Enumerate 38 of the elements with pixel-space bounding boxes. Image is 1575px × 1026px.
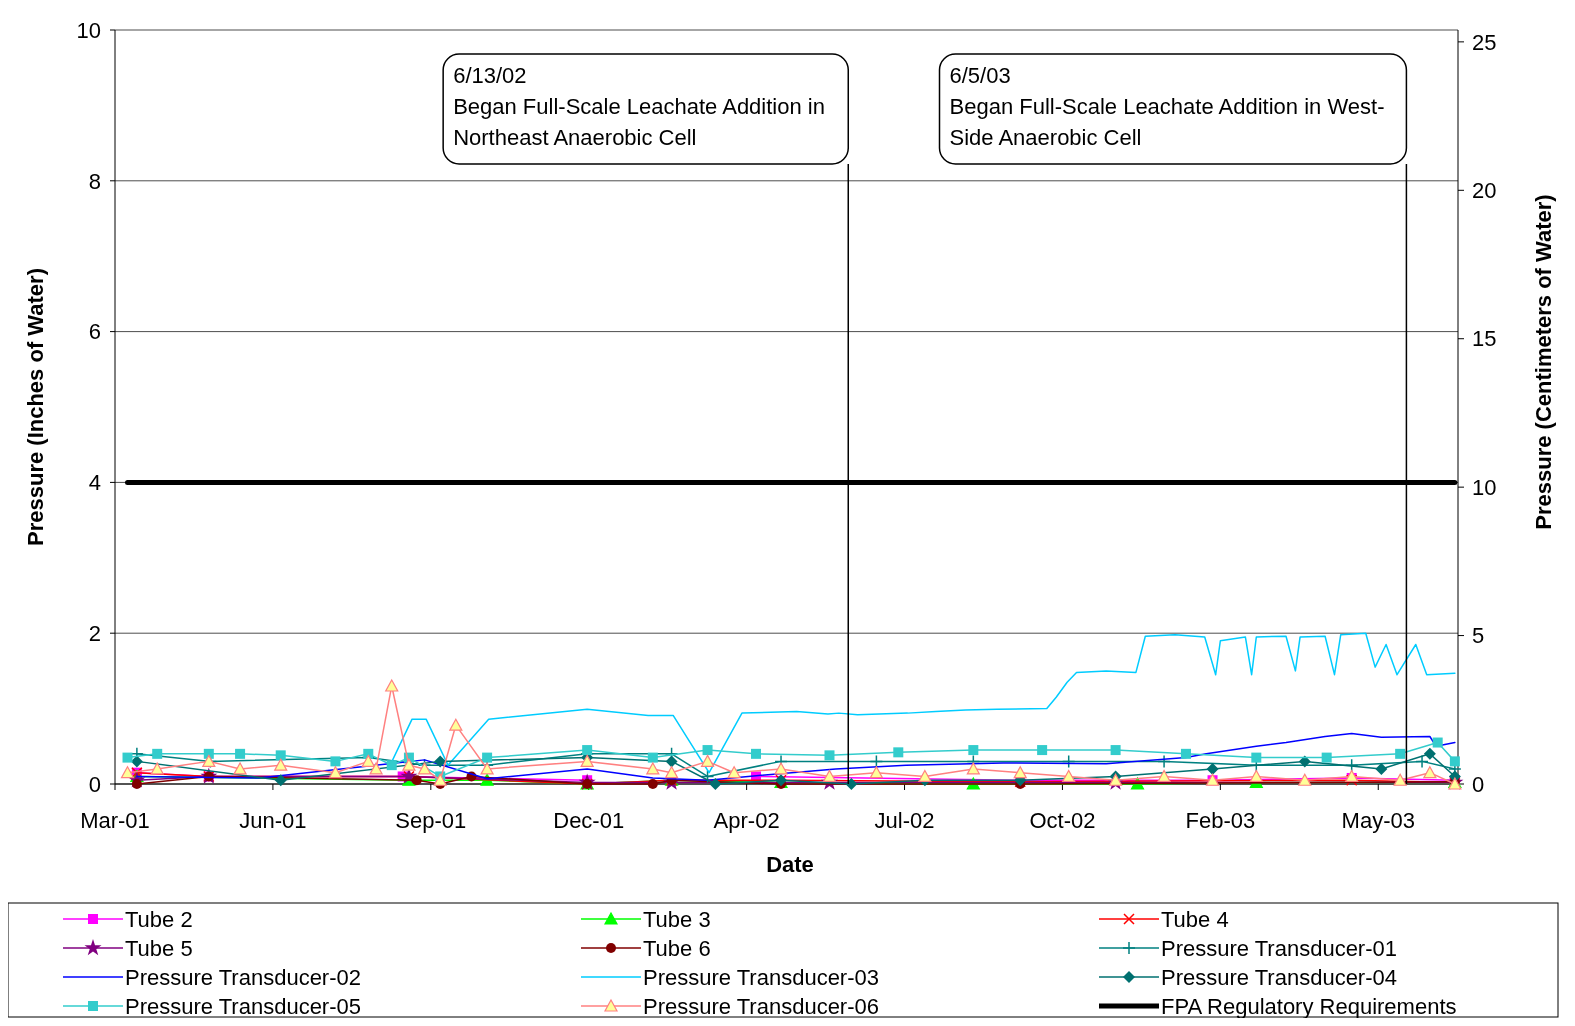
- x-axis-title: Date: [766, 852, 814, 877]
- x-tick-label: Apr-02: [713, 808, 780, 833]
- y2-axis-title: Pressure (Centimeters of Water): [1531, 194, 1556, 530]
- legend-label: Tube 4: [1161, 906, 1229, 932]
- x-tick-label: Sep-01: [395, 808, 467, 833]
- x-tick-label: Oct-02: [1029, 808, 1096, 833]
- legend-label: Tube 3: [643, 906, 711, 932]
- legend-label: Pressure Transducer-03: [643, 964, 879, 990]
- legend-label: Pressure Transducer-05: [125, 993, 361, 1019]
- legend-label: FPA Regulatory Requirements: [1161, 993, 1457, 1019]
- x-tick-label: Jun-01: [239, 808, 307, 833]
- y-tick-label: 10: [76, 17, 101, 43]
- ref-line-label: 6/13/02 Began Full-Scale Leachate Addition in Northeast Anaerobic Cell: [453, 63, 825, 150]
- y2-tick-label: 25: [1472, 29, 1497, 55]
- x-tick-label: Jul-02: [874, 808, 935, 833]
- legend-label: Pressure Transducer-01: [1161, 935, 1397, 961]
- legend-label: Pressure Transducer-06: [643, 993, 879, 1019]
- y-tick-label: 6: [88, 319, 101, 345]
- ref-line-label: 6/5/03 Began Full-Scale Leachate Addition in West- Side Anaerobic Cell: [949, 63, 1385, 150]
- legend-label: Pressure Transducer-02: [125, 964, 361, 990]
- legend-label: Tube 6: [643, 935, 711, 961]
- y2-tick-label: 20: [1472, 178, 1497, 203]
- y-axis-title: Pressure (Inches of Water): [23, 268, 48, 546]
- y2-tick-label: 10: [1472, 474, 1497, 500]
- y2-tick-label: 15: [1472, 326, 1497, 352]
- y-tick-label: 8: [88, 168, 101, 194]
- x-tick-label: May-03: [1341, 808, 1415, 833]
- x-tick-label: Mar-01: [80, 808, 150, 833]
- x-tick-label: Dec-01: [553, 808, 625, 833]
- legend-label: Tube 2: [125, 906, 193, 932]
- y2-tick-label: 5: [1472, 623, 1485, 649]
- legend-label: Tube 5: [125, 935, 193, 961]
- y-tick-label: 4: [88, 470, 101, 496]
- y-tick-label: 2: [88, 620, 101, 646]
- x-tick-label: Feb-03: [1185, 808, 1256, 833]
- y-tick-label: 0: [88, 771, 101, 797]
- y2-tick-label: 0: [1472, 771, 1485, 797]
- legend-label: Pressure Transducer-04: [1161, 964, 1397, 990]
